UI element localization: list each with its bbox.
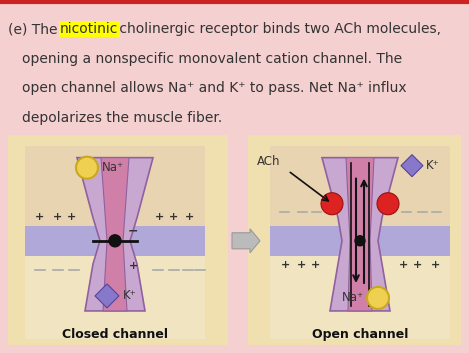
Circle shape <box>109 235 121 247</box>
Circle shape <box>321 193 343 215</box>
Text: +: + <box>297 260 307 270</box>
Bar <box>270 226 450 256</box>
Text: Open channel: Open channel <box>312 328 408 341</box>
Text: ACh: ACh <box>257 155 280 168</box>
Bar <box>25 146 205 226</box>
Bar <box>270 256 450 339</box>
Polygon shape <box>322 158 398 311</box>
Bar <box>8 134 228 345</box>
Text: K⁺: K⁺ <box>123 289 137 303</box>
Text: nicotinic: nicotinic <box>60 22 118 36</box>
Text: depolarizes the muscle fiber.: depolarizes the muscle fiber. <box>22 110 222 125</box>
Text: opening a nonspecific monovalent cation channel. The: opening a nonspecific monovalent cation … <box>22 52 402 66</box>
Circle shape <box>76 157 98 179</box>
Text: (e) The: (e) The <box>8 22 62 36</box>
FancyArrow shape <box>232 229 260 253</box>
Text: +: + <box>129 261 137 271</box>
Text: +: + <box>53 212 61 222</box>
Text: K⁺: K⁺ <box>426 159 440 172</box>
Bar <box>248 134 461 345</box>
Polygon shape <box>346 158 374 311</box>
Text: Na⁺: Na⁺ <box>102 161 124 174</box>
Circle shape <box>377 193 399 215</box>
Text: −: − <box>128 224 138 237</box>
Text: cholinergic receptor binds two ACh molecules,: cholinergic receptor binds two ACh molec… <box>115 22 441 36</box>
Text: +: + <box>35 212 45 222</box>
Polygon shape <box>401 155 423 177</box>
Text: Na⁺: Na⁺ <box>342 292 364 304</box>
Text: +: + <box>185 212 195 222</box>
Text: +: + <box>168 212 178 222</box>
Text: +: + <box>67 212 76 222</box>
Polygon shape <box>77 158 153 311</box>
Text: +: + <box>154 212 164 222</box>
Text: +: + <box>280 260 290 270</box>
Text: +: + <box>413 260 423 270</box>
Bar <box>270 146 450 226</box>
Text: open channel allows Na⁺ and K⁺ to pass. Net Na⁺ influx: open channel allows Na⁺ and K⁺ to pass. … <box>22 82 407 95</box>
Text: +: + <box>431 260 439 270</box>
Bar <box>25 256 205 339</box>
Polygon shape <box>95 284 119 308</box>
Circle shape <box>367 287 389 309</box>
Text: Closed channel: Closed channel <box>62 328 168 341</box>
Text: +: + <box>311 260 321 270</box>
Polygon shape <box>101 158 129 311</box>
Circle shape <box>355 236 365 246</box>
Bar <box>25 226 205 256</box>
Text: +: + <box>400 260 408 270</box>
